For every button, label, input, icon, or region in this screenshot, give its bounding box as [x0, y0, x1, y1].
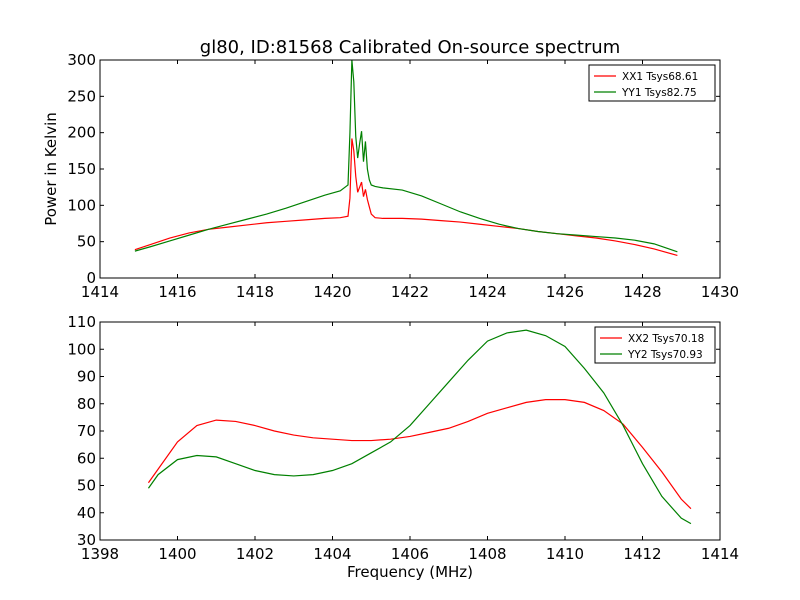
x-tick-label: 1408: [468, 545, 506, 563]
subplot-2: 1398 1400 1402 1404 1406 1408 1410 1412 1414 30 40…: [67, 313, 739, 581]
y-tick-label: 110: [67, 313, 96, 331]
x-tick-label: 1402: [236, 545, 274, 563]
x-tick-label: 1400: [158, 545, 196, 563]
x-tick-label: 1422: [391, 283, 429, 301]
x-tick-label: 1414: [81, 283, 119, 301]
y-tick-label: 40: [77, 504, 96, 522]
y-tick-label: 150: [67, 160, 96, 178]
y-tick-label: 0: [86, 269, 96, 287]
y-tick-label: 50: [77, 477, 96, 495]
x-tick-label: 1428: [623, 283, 661, 301]
subplots: 1414 1416 1418 1420 1422 1424 1426 1428 14300501…: [42, 51, 739, 581]
y-tick-label: 90: [77, 368, 96, 386]
series-line-2-2: [147, 329, 692, 525]
legend-entry: YY2 Tsys70.93: [627, 349, 703, 361]
legend: XX2 Tsys70.18 YY2 Tsys70.93: [594, 326, 716, 364]
y-tick-label: 80: [77, 395, 96, 413]
subplot-1: 1414 1416 1418 1420 1422 1424 1426 1428 1430 0 50 1…: [42, 51, 739, 301]
legend-entry: YY1 Tsys82.75: [621, 87, 697, 99]
x-tick-label: 1398: [81, 545, 119, 563]
y-tick-label: 100: [67, 196, 96, 214]
y-tick-label: 250: [67, 87, 96, 105]
y-tick-label: 60: [77, 449, 96, 467]
x-tick-label: 1410: [546, 545, 584, 563]
x-tick-label: 1418: [236, 283, 274, 301]
x-tick-label: 1412: [623, 545, 661, 563]
series-line-2-1: [147, 399, 692, 510]
chart-title: gl80, ID:81568 Calibrated On-source spec…: [200, 37, 620, 58]
legend: XX1 Tsys68.61 YY1 Tsys82.75: [588, 64, 716, 102]
y-tick-label: 300: [67, 51, 96, 69]
y-tick-label: 70: [77, 422, 96, 440]
x-tick-label: 1414: [701, 545, 739, 563]
x-tick-label: 1430: [701, 283, 739, 301]
x-axis-label: Frequency (MHz): [347, 563, 473, 581]
x-tick-label: 1416: [158, 283, 196, 301]
x-tick-label: 1424: [468, 283, 506, 301]
x-tick-label: 1406: [391, 545, 429, 563]
y-tick-label: 100: [67, 340, 96, 358]
legend-entry: XX2 Tsys70.18: [628, 333, 704, 345]
y-tick-label: 200: [67, 124, 96, 142]
x-tick-label: 1420: [313, 283, 351, 301]
y-axis-label: Power in Kelvin: [42, 112, 60, 226]
series-line-1-2: [134, 60, 678, 253]
legend-entry: XX1 Tsys68.61: [622, 71, 698, 83]
x-tick-label: 1404: [313, 545, 351, 563]
y-tick-label: 50: [77, 233, 96, 251]
x-tick-label: 1426: [546, 283, 584, 301]
y-tick-label: 30: [77, 531, 96, 549]
